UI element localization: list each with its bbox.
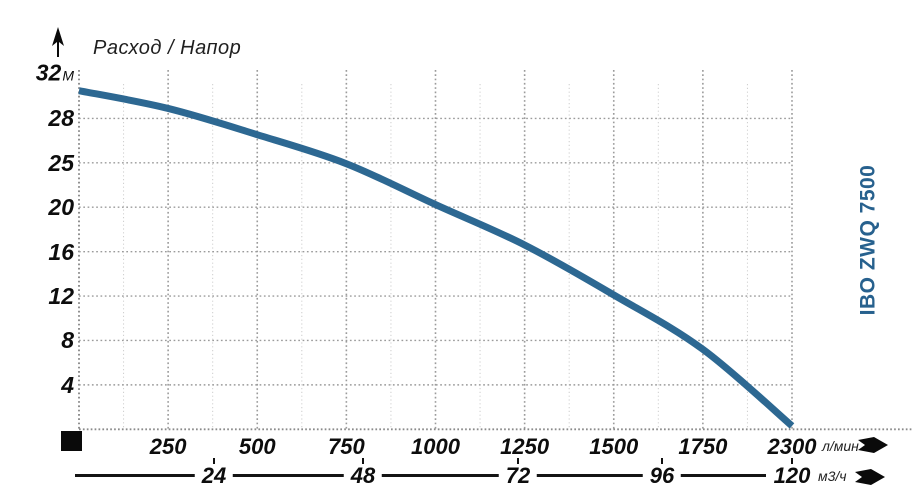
pump-model-label: IBO ZWQ 7500 <box>856 164 880 316</box>
y-tick-label: 16 <box>48 238 74 265</box>
x-tick-label: 750 <box>328 434 365 459</box>
x-tick-label: 1500 <box>589 434 639 459</box>
x-axis-secondary-right-arrow-icon <box>855 469 885 485</box>
y-tick-label: 32М <box>35 59 74 86</box>
x-secondary-tick-mark <box>661 458 663 465</box>
x-axis-primary-right-arrow-icon <box>858 437 888 453</box>
x-secondary-tick-label: 120 <box>766 464 818 488</box>
x-tick-label: 250 <box>149 434 187 459</box>
x-tick-label: 2300 <box>767 434 817 459</box>
x-tick-label: 1000 <box>411 434 460 459</box>
y-tick-label: 12 <box>48 283 74 310</box>
y-axis-up-arrow-icon <box>52 27 64 57</box>
y-tick-label: 4 <box>61 371 74 398</box>
x-tick-label: 500 <box>238 434 276 459</box>
x-axis-secondary-unit: м3/ч <box>818 468 847 484</box>
chart-title: Расход / Напор <box>93 37 242 59</box>
x-secondary-tick-label: 24 <box>194 464 234 488</box>
y-tick-label: 8 <box>61 327 74 354</box>
x-secondary-tick-mark <box>362 458 364 465</box>
x-secondary-tick-label: 72 <box>498 464 538 488</box>
y-tick-label: 25 <box>48 149 74 176</box>
x-secondary-tick-mark <box>791 458 793 465</box>
x-secondary-tick-label: 48 <box>343 464 383 488</box>
y-tick-label: 28 <box>48 105 74 132</box>
origin-square-marker <box>61 431 82 451</box>
x-secondary-tick-mark <box>213 458 215 465</box>
y-tick-label: 20 <box>48 194 74 221</box>
pump-performance-curve <box>78 87 795 429</box>
x-secondary-tick-mark <box>517 458 519 465</box>
x-secondary-tick-label: 96 <box>642 464 682 488</box>
y-axis-unit: М <box>62 67 74 84</box>
x-tick-label: 1250 <box>500 434 550 459</box>
x-axis-primary-unit: л/мин <box>822 438 859 454</box>
x-tick-label: 1750 <box>678 434 728 459</box>
x-axis-secondary-line <box>75 474 766 477</box>
